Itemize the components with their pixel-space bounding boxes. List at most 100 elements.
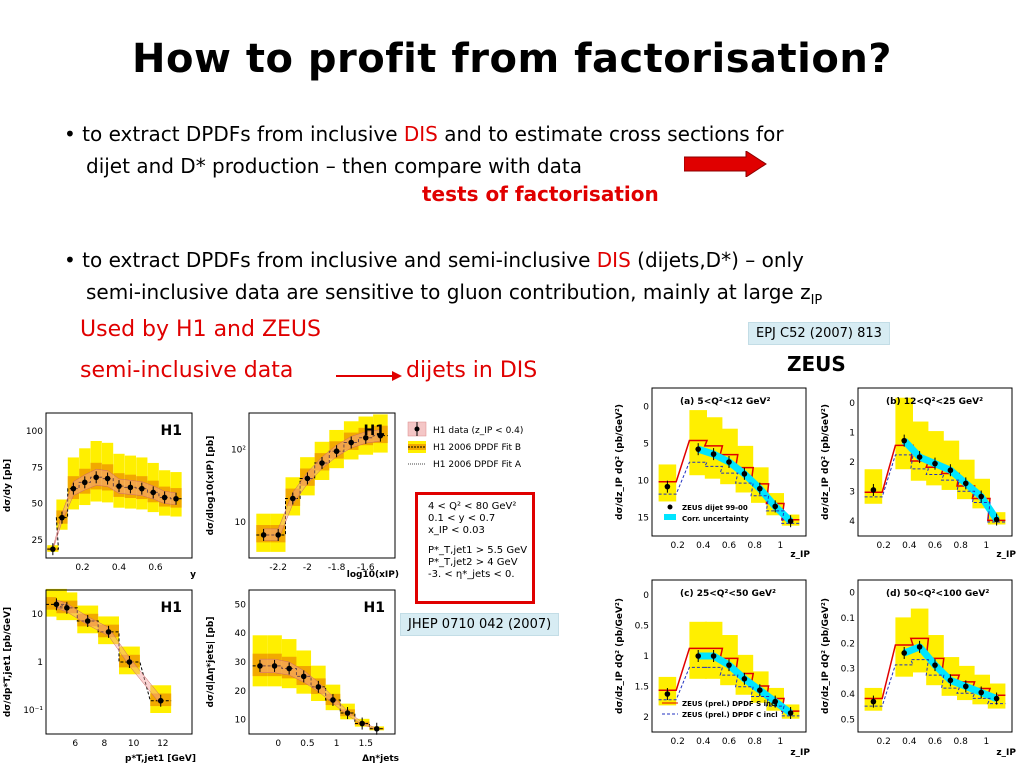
data-point	[664, 691, 671, 697]
data-point	[741, 471, 748, 477]
y-tick-label: 5	[643, 440, 649, 450]
x-tick-label: 8	[102, 739, 108, 749]
data-point	[978, 493, 984, 500]
data-point	[300, 673, 307, 680]
data-point	[271, 663, 278, 669]
plot-frame	[248, 589, 396, 735]
x-tick-label: 0.2	[671, 737, 685, 747]
y-tick-label: 1	[643, 652, 649, 662]
y-tick-label: 2	[643, 713, 649, 723]
theory-line-c	[658, 461, 800, 524]
data-point	[173, 495, 179, 502]
data-point	[664, 483, 671, 490]
x-tick-label: -2	[303, 563, 312, 573]
y-tick-label: 0.2	[841, 639, 855, 649]
panel-label: (b) 12<Q²<25 GeV²	[886, 397, 983, 407]
data-point	[348, 439, 354, 446]
zeus-legend-item: ZEUS (prel.) DPDF S incl	[682, 700, 778, 708]
y-tick-label: 25	[32, 536, 43, 546]
data-point	[726, 662, 732, 668]
plot-frame	[45, 412, 193, 559]
data-point	[330, 697, 336, 703]
data-point	[787, 518, 794, 524]
x-tick-label: -1.6	[357, 563, 375, 573]
data-point	[70, 485, 77, 492]
panel-label: (a) 5<Q²<12 GeV²	[680, 397, 770, 407]
x-tick-label: 0.4	[112, 563, 127, 573]
x-tick-label: 0.2	[877, 541, 891, 551]
chart-panel-7: 0.2 0.4 0.6 0.8 1 0 0.5 1 1.5 2 z_IP dσ/dz_IP dQ² (…	[615, 579, 810, 758]
panel-label: (c) 25<Q²<50 GeV²	[680, 589, 776, 599]
data-point	[116, 483, 122, 489]
band-outer	[895, 397, 913, 470]
y-tick-label: 40	[235, 629, 247, 639]
chart-panel-3: 6 8 10 12 10 1 10⁻¹ p*T,jet1 [GeV] dσ/dp*T,jet1 …	[3, 588, 196, 764]
used-by-label: Used by H1 and ZEUS	[80, 317, 321, 342]
semi-inclusive-label: semi-inclusive data	[80, 358, 294, 383]
chart-panel-8: 0.2 0.4 0.6 0.8 1 0 0.1 0.2 0.3 0.4 0.5 z_IP dσ/dz_I…	[821, 579, 1016, 758]
plot-frame	[857, 579, 1013, 733]
x-tick-label: 0.6	[148, 563, 163, 573]
data-point	[993, 695, 1000, 702]
bullet-1-line2: dijet and D* production – then compare w…	[86, 154, 582, 178]
x-tick-label: 0	[275, 739, 281, 749]
dijets-label: dijets in DIS	[406, 358, 538, 383]
y-axis-label: dσ/d|Δη*jets| [pb]	[206, 617, 216, 708]
cut-line: 0.1 < y < 0.7	[428, 513, 496, 524]
bullet-1-prefix: • to extract DPDFs from inclusive	[64, 122, 404, 146]
bullet-1-dis: DIS	[403, 122, 438, 146]
data-point	[59, 514, 65, 521]
zeus-legend-item: Corr. uncertainty	[682, 515, 749, 523]
theory-line	[46, 603, 172, 702]
data-point	[161, 494, 168, 501]
data-point	[932, 662, 938, 668]
data-point	[993, 516, 1000, 523]
data-point	[84, 618, 91, 624]
x-tick-label: -2.2	[269, 563, 287, 573]
h1-legend-item: H1 2006 DPDF Fit A	[433, 460, 522, 470]
y-axis-label: dσ/dy [pb]	[3, 459, 13, 512]
y-tick-label: 3	[849, 488, 855, 498]
y-axis-label: dσ/dz_IP dQ² (pb/GeV²)	[615, 404, 625, 520]
x-axis-label: z_IP	[790, 748, 810, 758]
panel-label: H1	[364, 600, 385, 616]
y-tick-label: 75	[32, 463, 43, 473]
x-tick-label: 0.8	[748, 541, 763, 551]
legend-marker	[664, 514, 676, 520]
x-tick-label: 1.5	[359, 739, 373, 749]
x-tick-label: 1	[983, 737, 989, 747]
data-point	[870, 487, 877, 493]
data-point	[916, 454, 923, 460]
y-tick-label: 10	[32, 610, 44, 620]
plot-frame	[45, 589, 193, 735]
x-tick-label: 0.4	[696, 541, 711, 551]
data-point	[901, 437, 907, 444]
data-point	[726, 459, 732, 465]
x-axis-label: z_IP	[996, 748, 1016, 758]
x-tick-label: 0.6	[928, 541, 943, 551]
y-tick-label: 0	[643, 591, 649, 601]
bullet-2-prefix: • to extract DPDFs from inclusive and se…	[64, 248, 597, 272]
x-tick-label: 0.6	[722, 737, 737, 747]
legend-marker	[667, 504, 673, 510]
x-tick-label: 0.6	[928, 737, 943, 747]
data-point	[93, 474, 99, 481]
y-tick-label: 100	[26, 427, 43, 437]
h1-legend-item: H1 data (z_IP < 0.4)	[433, 426, 523, 436]
data-point	[787, 710, 794, 716]
data-point	[695, 653, 701, 659]
right-arrow-icon	[684, 151, 767, 177]
plot-frame	[248, 412, 396, 559]
data-point	[695, 446, 701, 452]
x-axis-label: p*T,jet1 [GeV]	[125, 754, 196, 764]
data-point	[870, 698, 877, 705]
data-point	[104, 475, 111, 482]
zeus-legend-item: ZEUS dijet 99-00	[682, 504, 748, 512]
jhep-reference: JHEP 0710 042 (2007)	[400, 613, 560, 636]
data-point	[963, 683, 969, 690]
data-point	[157, 697, 164, 704]
cut-line: 4 < Q² < 80 GeV²	[428, 501, 517, 512]
h1-legend: H1 data (z_IP < 0.4) H1 2006 DPDF Fit B …	[407, 421, 523, 470]
x-tick-label: 0.2	[877, 737, 891, 747]
data-point	[53, 601, 60, 608]
